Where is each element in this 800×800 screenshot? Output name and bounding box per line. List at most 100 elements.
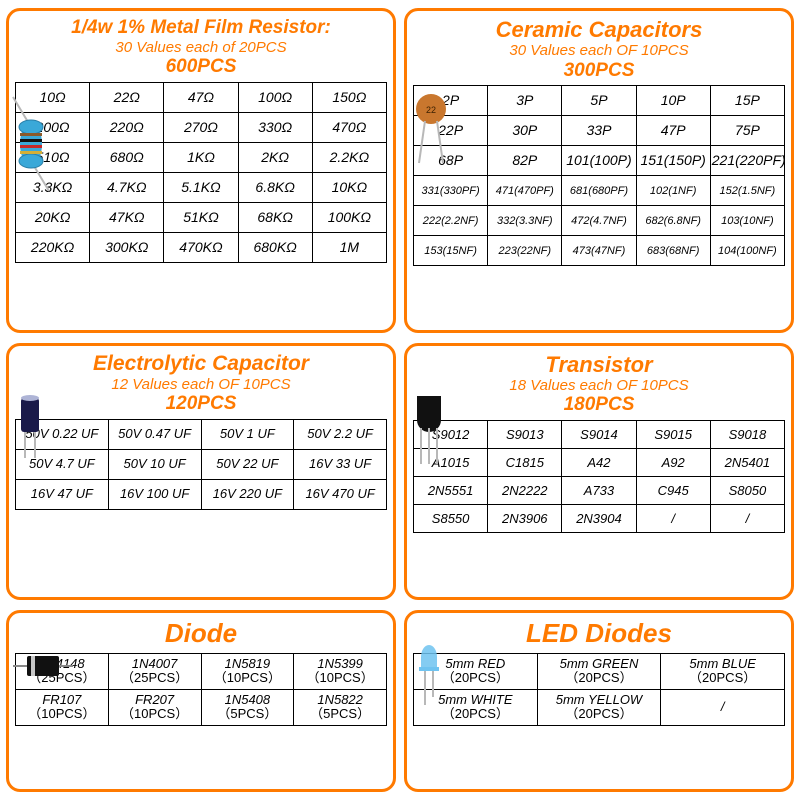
cell: 50V 0.47 UF bbox=[108, 420, 201, 450]
cell: 5mm BLUE（20PCS） bbox=[661, 653, 785, 689]
cell: 2N5551 bbox=[414, 477, 488, 505]
cell: 1M bbox=[312, 232, 386, 262]
cell: 473(47NF) bbox=[562, 236, 636, 266]
cell: 2N3906 bbox=[488, 505, 562, 533]
cell: 223(22NF) bbox=[488, 236, 562, 266]
resistor-panel: 1/4w 1% Metal Film Resistor: 30 Values e… bbox=[6, 8, 396, 333]
cell: 16V 470 UF bbox=[294, 480, 387, 510]
cell: 10KΩ bbox=[312, 172, 386, 202]
ceramic-count: 300PCS bbox=[413, 60, 785, 82]
diode-header: Diode bbox=[15, 619, 387, 649]
electrolytic-subtitle: 12 Values each OF 10PCS bbox=[15, 376, 387, 393]
cell: 331(330PF) bbox=[414, 176, 488, 206]
cell: 471(470PF) bbox=[488, 176, 562, 206]
cell: 16V 100 UF bbox=[108, 480, 201, 510]
cell: 151(150P) bbox=[636, 146, 710, 176]
cell: 50V 22 UF bbox=[201, 450, 294, 480]
cell: 5.1KΩ bbox=[164, 172, 238, 202]
cell: 20KΩ bbox=[16, 202, 90, 232]
cell: 22Ω bbox=[90, 82, 164, 112]
cell: 1N5408（5PCS） bbox=[201, 689, 294, 725]
cell: 221(220PF) bbox=[710, 146, 784, 176]
transistor-title: Transistor bbox=[413, 352, 785, 377]
led-table: 5mm RED（20PCS）5mm GREEN（20PCS）5mm BLUE（2… bbox=[413, 653, 785, 726]
cell: 5mm RED（20PCS） bbox=[414, 653, 538, 689]
cell: 330Ω bbox=[238, 112, 312, 142]
cell: 222(2.2NF) bbox=[414, 206, 488, 236]
cell: 150Ω bbox=[312, 82, 386, 112]
electrolytic-table: 50V 0.22 UF50V 0.47 UF50V 1 UF50V 2.2 UF… bbox=[15, 419, 387, 510]
cell: 47KΩ bbox=[90, 202, 164, 232]
cell: S8050 bbox=[710, 477, 784, 505]
electrolytic-header: Electrolytic Capacitor 12 Values each OF… bbox=[15, 352, 387, 415]
cell: 50V 10 UF bbox=[108, 450, 201, 480]
electrolytic-count: 120PCS bbox=[15, 393, 387, 415]
cell: A42 bbox=[562, 449, 636, 477]
cell: A1015 bbox=[414, 449, 488, 477]
cell: A733 bbox=[562, 477, 636, 505]
cell: 10P bbox=[636, 86, 710, 116]
cell: 2N2222 bbox=[488, 477, 562, 505]
led-header: LED Diodes bbox=[413, 619, 785, 649]
cell: 681(680PF) bbox=[562, 176, 636, 206]
cell: 1KΩ bbox=[164, 142, 238, 172]
cell: 50V 1 UF bbox=[201, 420, 294, 450]
led-title: LED Diodes bbox=[413, 619, 785, 649]
cell: 4.7KΩ bbox=[90, 172, 164, 202]
cell: 3P bbox=[488, 86, 562, 116]
ceramic-subtitle: 30 Values each OF 10PCS bbox=[413, 42, 785, 59]
cell: 3.3KΩ bbox=[16, 172, 90, 202]
cell: 68P bbox=[414, 146, 488, 176]
cell: 75P bbox=[710, 116, 784, 146]
cell: 50V 0.22 UF bbox=[16, 420, 109, 450]
cell: 300KΩ bbox=[90, 232, 164, 262]
cell: 30P bbox=[488, 116, 562, 146]
cell: 1N5399（10PCS） bbox=[294, 653, 387, 689]
cell: 220KΩ bbox=[16, 232, 90, 262]
cell: 1N5819（10PCS） bbox=[201, 653, 294, 689]
cell: 270Ω bbox=[164, 112, 238, 142]
cell: S9014 bbox=[562, 421, 636, 449]
cell: 50V 2.2 UF bbox=[294, 420, 387, 450]
cell: 102(1NF) bbox=[636, 176, 710, 206]
cell: 5mm WHITE（20PCS） bbox=[414, 689, 538, 725]
transistor-subtitle: 18 Values each OF 10PCS bbox=[413, 377, 785, 394]
diode-title: Diode bbox=[15, 619, 387, 649]
cell: 332(3.3NF) bbox=[488, 206, 562, 236]
cell: / bbox=[636, 505, 710, 533]
transistor-count: 180PCS bbox=[413, 394, 785, 416]
cell: S8550 bbox=[414, 505, 488, 533]
cell: C945 bbox=[636, 477, 710, 505]
cell: 33P bbox=[562, 116, 636, 146]
cell: 2P bbox=[414, 86, 488, 116]
cell: 6.8KΩ bbox=[238, 172, 312, 202]
cell: 16V 33 UF bbox=[294, 450, 387, 480]
ceramic-header: Ceramic Capacitors 30 Values each OF 10P… bbox=[413, 17, 785, 81]
cell: 22P bbox=[414, 116, 488, 146]
ceramic-title: Ceramic Capacitors bbox=[413, 17, 785, 42]
diode-panel: Diode 1N4148（25PCS）1N4007（25PCS）1N5819（1… bbox=[6, 610, 396, 792]
cell: 200Ω bbox=[16, 112, 90, 142]
resistor-header: 1/4w 1% Metal Film Resistor: 30 Values e… bbox=[15, 17, 387, 78]
cell: 5mm YELLOW（20PCS） bbox=[537, 689, 661, 725]
resistor-title: 1/4w 1% Metal Film Resistor: bbox=[15, 17, 387, 39]
cell: 2KΩ bbox=[238, 142, 312, 172]
cell: 470Ω bbox=[312, 112, 386, 142]
resistor-subtitle: 30 Values each of 20PCS bbox=[15, 39, 387, 56]
cell: 1N5822（5PCS） bbox=[294, 689, 387, 725]
led-panel: LED Diodes 5mm RED（20PCS）5mm GREEN（20PCS… bbox=[404, 610, 794, 792]
cell: A92 bbox=[636, 449, 710, 477]
cell: 5mm GREEN（20PCS） bbox=[537, 653, 661, 689]
cell: 680Ω bbox=[90, 142, 164, 172]
ceramic-panel: 22 Ceramic Capacitors 30 Values each OF … bbox=[404, 8, 794, 333]
cell: 682(6.8NF) bbox=[636, 206, 710, 236]
cell: FR107（10PCS） bbox=[16, 689, 109, 725]
cell: 100Ω bbox=[238, 82, 312, 112]
cell: C1815 bbox=[488, 449, 562, 477]
cell: 2N5401 bbox=[710, 449, 784, 477]
cell: 82P bbox=[488, 146, 562, 176]
cell: 2N3904 bbox=[562, 505, 636, 533]
cell: 16V 47 UF bbox=[16, 480, 109, 510]
cell: 101(100P) bbox=[562, 146, 636, 176]
cell: S9018 bbox=[710, 421, 784, 449]
